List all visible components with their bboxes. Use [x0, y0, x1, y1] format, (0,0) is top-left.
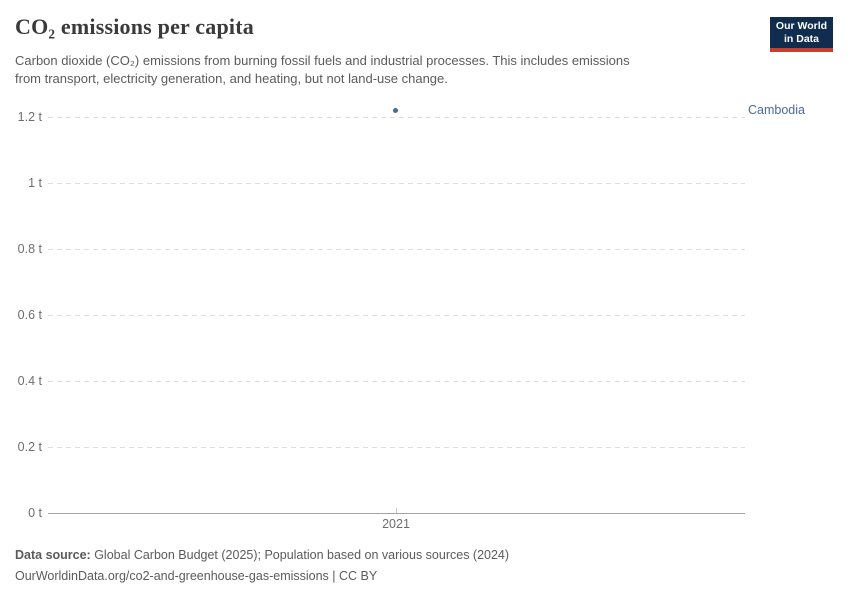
- data-point-cambodia-2021[interactable]: [393, 108, 398, 113]
- chart-subtitle: Carbon dioxide (CO₂) emissions from burn…: [15, 52, 630, 88]
- y-axis-tick-label: 0.2 t: [17, 440, 42, 454]
- page-title: CO₂ emissions per capita: [15, 14, 254, 39]
- gridline-1-2t: [48, 117, 745, 118]
- chart-subtitle-line-2: from transport, electricity generation, …: [15, 71, 448, 86]
- gridline-0-6t: [48, 315, 745, 316]
- y-axis-tick-label: 1 t: [28, 176, 42, 190]
- y-axis-tick-label: 1.2 t: [17, 110, 42, 124]
- owid-logo-line-1: Our World: [775, 20, 828, 32]
- y-axis-tick-label: 0.4 t: [17, 374, 42, 388]
- data-source-line: Data source: Global Carbon Budget (2025)…: [15, 548, 509, 562]
- gridline-0-4t: [48, 381, 745, 382]
- y-axis-tick-label: 0.6 t: [17, 308, 42, 322]
- data-source-label: Data source:: [15, 548, 91, 562]
- series-label-cambodia[interactable]: Cambodia: [748, 103, 805, 117]
- gridline-1t: [48, 183, 745, 184]
- y-axis-tick-label: 0 t: [28, 506, 42, 520]
- x-axis-line: [48, 513, 745, 514]
- owid-logo[interactable]: Our World in Data: [770, 17, 833, 52]
- x-axis-tick-label: 2021: [382, 517, 410, 531]
- data-source-text: Global Carbon Budget (2025); Population …: [90, 548, 510, 562]
- y-axis-tick-label: 0.8 t: [17, 242, 42, 256]
- chart-subtitle-line-1: Carbon dioxide (CO₂) emissions from burn…: [15, 53, 630, 68]
- gridline-0-8t: [48, 249, 745, 250]
- x-axis-tick-mark: [396, 508, 397, 513]
- citation-line: OurWorldinData.org/co2-and-greenhouse-ga…: [15, 569, 378, 583]
- owid-logo-line-2: in Data: [783, 33, 819, 45]
- gridline-0-2t: [48, 447, 745, 448]
